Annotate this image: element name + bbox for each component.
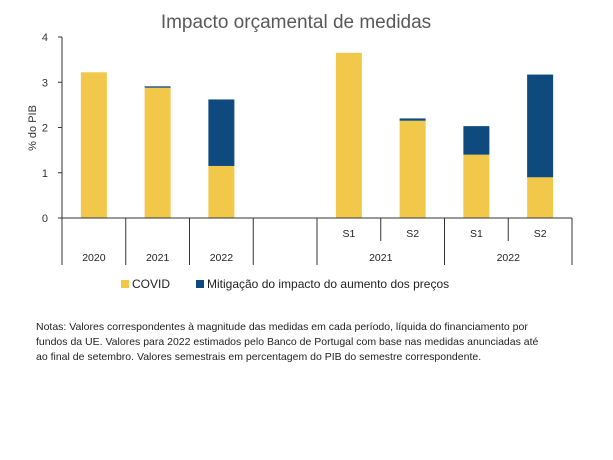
bar-mitigacao: [463, 126, 490, 155]
bar-mitigacao: [399, 118, 426, 121]
bar-covid: [527, 177, 554, 218]
axes: 0 1 2 3 4 2020 2021 2022 S1 S2 S1 S2 2021 2022: [42, 32, 573, 265]
bar-covid: [399, 120, 426, 218]
y-tick-label: 1: [42, 168, 48, 180]
x-year-label: 2021: [369, 252, 393, 264]
y-tick-label: 0: [42, 213, 48, 225]
x-semester-label: S1: [470, 228, 483, 240]
x-category-label: 2021: [146, 252, 170, 264]
bar-covid: [335, 52, 362, 219]
notes-line: fundos da UE. Valores para 2022 estimado…: [36, 336, 539, 348]
x-category-label: 2020: [82, 252, 106, 264]
bar-covid: [463, 154, 490, 218]
y-axis-label: % do PIB: [27, 105, 39, 151]
bars: [80, 52, 554, 219]
bar-mitigacao: [144, 86, 171, 88]
legend-swatch-mitigacao: [196, 280, 204, 288]
legend-label-mitigacao: Mitigação do impacto do aumento dos preç…: [207, 277, 449, 291]
x-semester-label: S2: [406, 228, 419, 240]
x-semester-label: S2: [534, 228, 547, 240]
bar-mitigacao: [208, 99, 235, 166]
bar-covid: [80, 72, 107, 218]
y-tick-label: 4: [42, 32, 48, 44]
legend-swatch-covid: [121, 280, 129, 288]
chart: Impacto orçamental de medidas % do PIB 0…: [27, 12, 573, 291]
y-tick-label: 2: [42, 123, 48, 135]
bar-mitigacao: [527, 74, 554, 178]
x-year-label: 2022: [497, 252, 521, 264]
chart-title: Impacto orçamental de medidas: [161, 12, 431, 33]
bar-covid: [208, 165, 235, 218]
bar-covid: [144, 87, 171, 219]
legend-label-covid: COVID: [132, 277, 170, 291]
y-tick-label: 3: [42, 77, 48, 89]
notes-line: Notas: Valores correspondentes à magnitu…: [36, 321, 528, 333]
x-semester-label: S1: [342, 228, 355, 240]
notes-line: ao final de setembro. Valores semestrais…: [36, 351, 482, 363]
x-category-label: 2022: [210, 252, 234, 264]
notes: Notas: Valores correspondentes à magnitu…: [36, 320, 566, 365]
legend: COVID Mitigação do impacto do aumento do…: [121, 277, 449, 291]
